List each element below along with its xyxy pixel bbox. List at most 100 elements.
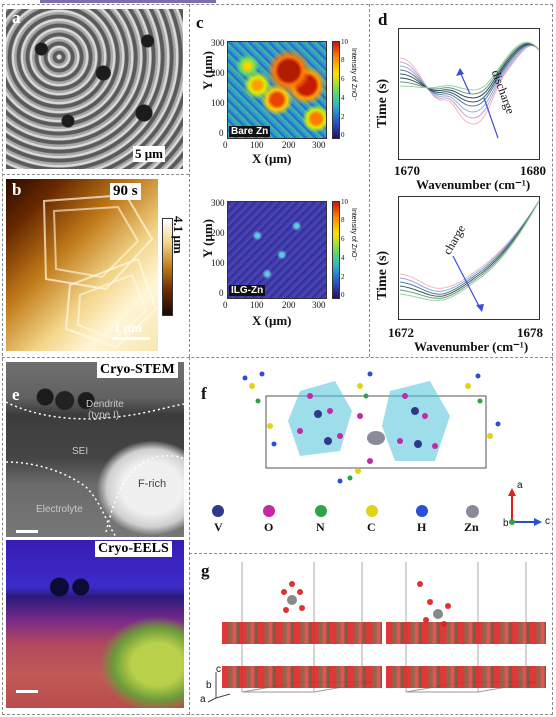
- panel-label-e: e: [12, 385, 20, 404]
- stem-boundaries: [6, 401, 184, 537]
- d-top-ylabel: Time (s): [375, 78, 390, 128]
- c-top-cbtick-2: 6: [341, 75, 345, 83]
- d-bot-xlabel: Wavenumber (cm⁻¹): [414, 339, 529, 354]
- stem-title: Cryo-STEM: [97, 362, 178, 378]
- region-electrolyte: Electrolyte: [36, 504, 83, 515]
- g-axis-b: b: [206, 680, 212, 691]
- c-bot-xtick-1: 100: [250, 300, 264, 310]
- region-dendrite-type: (type I): [88, 410, 120, 421]
- c-bot-cbtick-0: 10: [341, 198, 348, 206]
- eels-title: Cryo-EELS: [95, 541, 172, 557]
- divider-e-fg: [189, 357, 190, 715]
- d-bot-xtick-1: 1678: [517, 325, 543, 340]
- f-axis-b: b: [503, 518, 509, 529]
- c-top-xtick-0: 0: [223, 140, 228, 150]
- legend-swatch-o: [263, 505, 275, 517]
- top-accent-rule: [40, 0, 216, 3]
- c-top-xtick-1: 100: [250, 140, 264, 150]
- c-bot-cbtick-5: 0: [341, 291, 345, 299]
- afm-image: [6, 179, 158, 351]
- d-bot-spectra: [398, 196, 540, 320]
- g-left-structure: [222, 562, 382, 702]
- cryo-eels-image: [6, 540, 184, 708]
- divider-c-d: [369, 4, 370, 357]
- divider-ab-c: [189, 4, 190, 357]
- crystal-structure: [242, 371, 501, 484]
- scale-bar-eels: [16, 690, 38, 693]
- scale-bar-stem: [16, 530, 38, 533]
- legend-swatch-n: [315, 505, 327, 517]
- d-top-xtick-1: 1680: [520, 163, 546, 178]
- figure-frame: [2, 4, 553, 715]
- g-right-structure: [386, 562, 546, 702]
- c-top-cbtick-3: 4: [341, 94, 345, 102]
- scale-label-a: 5 μm: [133, 146, 165, 162]
- c-top-heatmap: [227, 41, 327, 139]
- c-bot-tag: ILG-Zn: [229, 285, 266, 296]
- c-top-cbtick-5: 0: [341, 131, 345, 139]
- c-top-ytick-1: 200: [211, 68, 225, 78]
- c-bot-ytick-1: 200: [211, 228, 225, 238]
- c-bot-cbtick-4: 2: [341, 273, 345, 281]
- g-axis-c: c: [216, 664, 221, 675]
- g-right-layer-2: [386, 666, 546, 688]
- legend-swatch-c: [366, 505, 378, 517]
- legend-label-h: H: [417, 520, 427, 534]
- legend-label-zn: Zn: [464, 520, 479, 534]
- c-top-cbtick-0: 10: [341, 38, 348, 46]
- c-top-tag: Bare Zn: [229, 126, 271, 137]
- c-bot-xtick-3: 300: [312, 300, 326, 310]
- c-bot-ylabel: Y (μm): [200, 218, 215, 258]
- c-top-cbar-label: Intensity of ZnO⁻: [350, 48, 357, 102]
- time-label-b: 90 s: [110, 183, 141, 200]
- c-bot-colorbar: [332, 201, 340, 299]
- d-bot-xtick-0: 1672: [388, 325, 414, 340]
- scale-bar-b: [112, 337, 150, 340]
- divider-top-bottom: [2, 357, 553, 358]
- height-colorbar: [162, 218, 173, 316]
- f-axis-a: a: [517, 480, 523, 491]
- element-legend: V O N C H Zn: [206, 505, 496, 535]
- sem-image: [6, 9, 183, 169]
- c-bot-xtick-2: 200: [282, 300, 296, 310]
- legend-swatch-zn: [466, 505, 479, 518]
- region-frich: F-rich: [138, 478, 167, 490]
- g-right-layer-1: [386, 622, 546, 644]
- c-bot-ytick-3: 0: [219, 288, 224, 298]
- legend-swatch-v: [212, 505, 224, 517]
- c-top-ytick-3: 0: [219, 128, 224, 138]
- g-axis-a: a: [200, 694, 206, 705]
- scale-label-b: 1 μm: [114, 320, 142, 335]
- f-axis-triad: [508, 488, 542, 526]
- panel-label-d: d: [378, 10, 388, 29]
- c-bot-ytick-0: 300: [211, 198, 225, 208]
- panel-label-a: a: [12, 8, 21, 27]
- c-bot-cbar-label: Intensity of ZnO⁻: [350, 208, 357, 262]
- c-bot-cbtick-3: 4: [341, 254, 345, 262]
- region-sei: SEI: [72, 446, 89, 457]
- panel-label-b: b: [12, 180, 22, 199]
- d-top-xlabel: Wavenumber (cm⁻¹): [416, 177, 531, 192]
- c-bot-heatmap: [227, 201, 327, 299]
- panel-label-f: f: [201, 384, 207, 403]
- c-top-ytick-2: 100: [211, 98, 225, 108]
- d-bot-ylabel: Time (s): [375, 250, 390, 300]
- panel-label-g: g: [201, 561, 210, 580]
- divider-a-b: [2, 174, 189, 175]
- g-left-layer-1: [222, 622, 382, 644]
- c-bot-cbtick-2: 6: [341, 235, 345, 243]
- c-top-xtick-2: 200: [282, 140, 296, 150]
- height-label-b: 4.1 μm: [171, 216, 186, 254]
- legend-swatch-h: [416, 505, 428, 517]
- c-bot-cbtick-1: 8: [341, 216, 345, 224]
- cryo-stem-image: [6, 362, 184, 537]
- legend-label-n: N: [316, 520, 325, 534]
- f-axis-c: c: [545, 516, 550, 527]
- c-top-xtick-3: 300: [312, 140, 326, 150]
- c-top-ytick-0: 300: [211, 38, 225, 48]
- divider-f-g: [189, 553, 553, 554]
- c-top-cbtick-1: 8: [341, 56, 345, 64]
- d-top-spectra: [398, 28, 540, 160]
- panel-label-c: c: [196, 13, 204, 32]
- c-top-colorbar: [332, 41, 340, 139]
